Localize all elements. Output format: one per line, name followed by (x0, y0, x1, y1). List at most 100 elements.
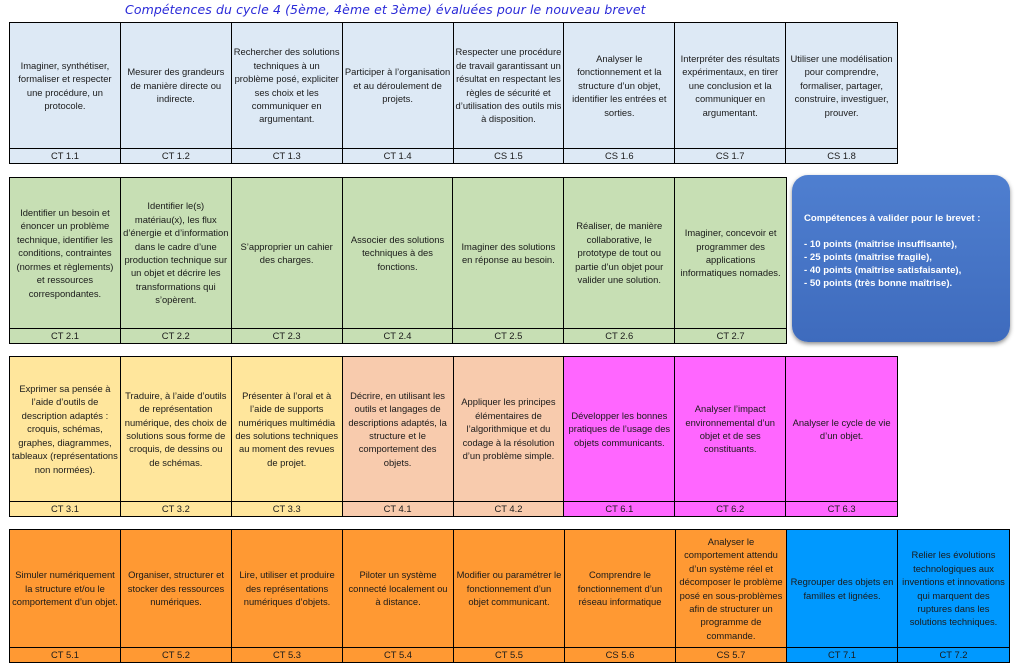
competence-code: CT 6.3 (786, 501, 897, 516)
competence-code: CS 1.5 (453, 148, 564, 163)
competence-cell: Analyser le cycle de vie d’un objet. CT 6… (786, 357, 897, 516)
brevet-box-heading: Compétences à valider pour le brevet : (804, 213, 981, 224)
competence-description: Appliquer les principes élémentaires de … (461, 396, 556, 462)
competence-cell: Imaginer, concevoir et programmer des ap… (675, 178, 787, 343)
competence-code: CT 2.6 (564, 328, 675, 343)
competence-description: Imaginer, synthétiser, formaliser et res… (18, 59, 112, 111)
competence-code: CT 7.2 (898, 647, 1009, 662)
competence-description: Analyser l’impact environnemental d’un o… (685, 403, 776, 455)
competence-cell: Interpréter des résultats expérimentaux,… (675, 23, 787, 163)
competence-description: Regrouper des objets en familles et lign… (790, 576, 894, 601)
brevet-info-box: Compétences à valider pour le brevet : -… (792, 175, 1010, 342)
competence-cell: Utiliser une modélisation pour comprendr… (786, 23, 897, 163)
competence-cell: S’approprier un cahier des charges. CT 2.… (231, 178, 343, 343)
competence-description: Associer des solutions techniques à des … (350, 233, 445, 272)
competence-cell: Identifier un besoin et énoncer un probl… (10, 178, 121, 343)
competence-code: CS 1.6 (564, 148, 675, 163)
competence-description: Imaginer, concevoir et programmer des ap… (680, 227, 781, 279)
page-title: Compétences du cycle 4 (5ème, 4ème et 3è… (125, 2, 646, 17)
competence-code: CT 1.1 (10, 148, 120, 163)
competence-code: CT 1.4 (342, 148, 453, 163)
competence-cell: Relier les évolutions technologiques aux… (898, 530, 1009, 662)
competence-code: CT 4.2 (453, 501, 564, 516)
competence-code: CT 1.3 (231, 148, 342, 163)
competence-cell: Respecter une procédure de travail garan… (453, 23, 565, 163)
competence-row-3: Exprimer sa pensée à l’aide d’outils de … (9, 356, 898, 517)
competence-cell: Rechercher des solutions techniques à un… (231, 23, 343, 163)
competence-description: Identifier le(s) matériau(x), les flux d… (123, 200, 229, 306)
competence-cell: Regrouper des objets en familles et lign… (787, 530, 898, 662)
competence-description: Analyser le cycle de vie d’un objet. (792, 416, 891, 441)
competence-code: CS 1.7 (675, 148, 786, 163)
competence-description: Modifier ou paramétrer le fonctionnement… (456, 569, 562, 608)
competence-description: Réaliser, de manière collaborative, le p… (575, 220, 664, 286)
competence-description: Respecter une procédure de travail garan… (455, 46, 562, 125)
brevet-level: - 40 points (maîtrise satisfaisante), (804, 265, 962, 276)
competence-description: Participer à l’organisation et au déroul… (344, 66, 451, 105)
competence-description: Imaginer des solutions en réponse au bes… (461, 240, 556, 265)
competence-cell: Imaginer des solutions en réponse au bes… (453, 178, 565, 343)
competence-description: Comprendre le fonctionnement d’un réseau… (577, 569, 663, 608)
competence-code: CT 1.2 (120, 148, 231, 163)
competence-cell: Décrire, en utilisant les outils et lang… (342, 357, 454, 516)
competence-description: Développer les bonnes pratiques de l’usa… (568, 409, 671, 448)
competence-description: Traduire, à l’aide d’outils de représent… (124, 389, 227, 468)
competence-row-4: Simuler numériquement la structure et/ou… (9, 529, 1010, 663)
competence-code: CT 2.2 (120, 328, 231, 343)
competence-code: CT 3.3 (231, 501, 342, 516)
competence-description: Relier les évolutions technologiques aux… (902, 549, 1005, 628)
competence-code: CT 4.1 (342, 501, 453, 516)
competence-code: CT 5.1 (10, 647, 120, 662)
competence-description: Rechercher des solutions techniques à un… (233, 46, 340, 125)
competence-cell: Imaginer, synthétiser, formaliser et res… (10, 23, 121, 163)
competence-description: S’approprier un cahier des charges. (240, 240, 333, 265)
competence-cell: Associer des solutions techniques à des … (342, 178, 454, 343)
competence-row-1: Imaginer, synthétiser, formaliser et res… (9, 22, 898, 164)
competence-code: CT 5.3 (232, 647, 342, 662)
competence-code: CS 5.6 (565, 647, 675, 662)
competence-cell: Traduire, à l’aide d’outils de représent… (120, 357, 232, 516)
competence-description: Exprimer sa pensée à l’aide d’outils de … (12, 383, 118, 475)
competence-description: Analyser le comportement attendu d’un sy… (679, 535, 783, 641)
competence-code: CT 6.2 (675, 501, 786, 516)
competence-cell: Mesurer des grandeurs de manière directe… (120, 23, 232, 163)
competence-description: Simuler numériquement la structure et/ou… (12, 569, 118, 608)
brevet-level: - 10 points (maîtrise insuffisante), (804, 239, 957, 250)
competence-code: CT 5.5 (454, 647, 564, 662)
competence-cell: Appliquer les principes élémentaires de … (453, 357, 565, 516)
competence-code: CT 3.2 (120, 501, 231, 516)
brevet-level: - 50 points (très bonne maîtrise). (804, 278, 953, 289)
competence-description: Mesurer des grandeurs de manière directe… (127, 66, 225, 105)
competence-cell: Comprendre le fonctionnement d’un réseau… (565, 530, 676, 662)
competence-code: CT 5.2 (121, 647, 231, 662)
competence-description: Utiliser une modélisation pour comprendr… (790, 52, 893, 118)
competence-description: Organiser, structurer et stocker des res… (127, 569, 225, 608)
competence-cell: Organiser, structurer et stocker des res… (121, 530, 232, 662)
competence-cell: Identifier le(s) matériau(x), les flux d… (120, 178, 232, 343)
competence-code: CT 2.7 (675, 328, 787, 343)
competence-description: Présenter à l’oral et à l’aide de suppor… (235, 389, 339, 468)
competence-cell: Développer les bonnes pratiques de l’usa… (564, 357, 676, 516)
competence-code: CT 2.5 (453, 328, 564, 343)
brevet-level: - 25 points (maîtrise fragile), (804, 252, 932, 263)
competence-code: CS 5.7 (676, 647, 786, 662)
competence-cell: Analyser l’impact environnemental d’un o… (675, 357, 787, 516)
competence-description: Interpréter des résultats expérimentaux,… (680, 52, 780, 118)
competence-cell: Participer à l’organisation et au déroul… (342, 23, 454, 163)
competence-code: CT 2.3 (231, 328, 342, 343)
competence-description: Lire, utiliser et produire des représent… (239, 569, 335, 608)
competence-code: CT 7.1 (787, 647, 897, 662)
competence-cell: Analyser le fonctionnement et la structu… (564, 23, 676, 163)
competence-cell: Lire, utiliser et produire des représent… (232, 530, 343, 662)
competence-cell: Analyser le comportement attendu d’un sy… (676, 530, 787, 662)
competence-cell: Exprimer sa pensée à l’aide d’outils de … (10, 357, 121, 516)
competence-cell: Réaliser, de manière collaborative, le p… (564, 178, 676, 343)
competence-cell: Simuler numériquement la structure et/ou… (10, 530, 121, 662)
competence-cell: Présenter à l’oral et à l’aide de suppor… (231, 357, 343, 516)
competence-row-2: Identifier un besoin et énoncer un probl… (9, 177, 787, 344)
competence-cell: Modifier ou paramétrer le fonctionnement… (454, 530, 565, 662)
competence-code: CT 6.1 (564, 501, 675, 516)
competence-code: CS 1.8 (786, 148, 897, 163)
competence-description: Décrire, en utilisant les outils et lang… (348, 389, 447, 468)
competence-code: CT 5.4 (343, 647, 453, 662)
